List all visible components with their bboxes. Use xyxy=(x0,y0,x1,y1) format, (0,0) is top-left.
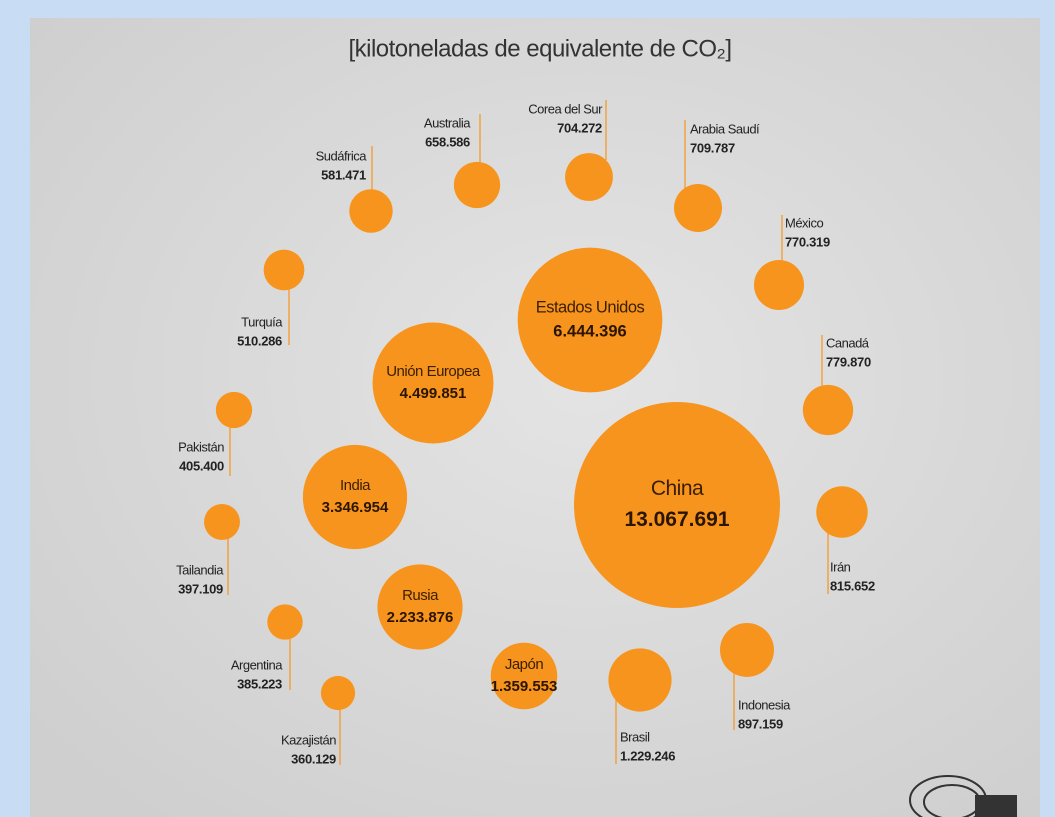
bubble-name: China xyxy=(651,477,704,500)
bubble-value: 385.223 xyxy=(237,676,282,691)
bubble-value: 4.499.851 xyxy=(400,385,467,402)
bubble-value: 581.471 xyxy=(321,167,366,182)
bubble xyxy=(372,322,494,444)
bubble xyxy=(263,249,305,291)
bubble-value: 1.359.553 xyxy=(491,678,558,695)
bubble-value: 770.319 xyxy=(785,234,830,249)
bubble-name: Tailandia xyxy=(176,562,224,577)
bubble-name: Estados Unidos xyxy=(536,298,645,316)
bubble-value: 1.229.246 xyxy=(620,748,675,763)
bubble xyxy=(215,391,253,429)
bubble-name: Turquía xyxy=(241,314,283,329)
bubble xyxy=(802,384,854,436)
bubble-name: Arabia Saudí xyxy=(690,121,760,136)
bubble xyxy=(490,642,558,710)
bubble xyxy=(720,623,774,677)
bubble xyxy=(673,183,723,233)
bubble-name: Australia xyxy=(424,115,471,130)
bubble-value: 897.159 xyxy=(738,716,783,731)
logo xyxy=(909,775,1017,817)
bubble-value: 360.129 xyxy=(291,751,336,766)
bubble-value: 658.586 xyxy=(425,134,470,149)
bubble-name: Argentina xyxy=(231,657,283,672)
bubble-name: India xyxy=(340,477,371,494)
bubble-value: 709.787 xyxy=(690,140,735,155)
bubble-name: Canadá xyxy=(826,335,870,350)
bubble xyxy=(453,161,501,209)
bubble-value: 397.109 xyxy=(178,581,223,596)
bubble-value: 2.233.876 xyxy=(387,609,454,626)
bubble-name: Pakistán xyxy=(178,439,224,454)
bubble-name: Irán xyxy=(830,559,851,574)
bubble-value: 779.870 xyxy=(826,354,871,369)
bubble-value: 510.286 xyxy=(237,333,282,348)
bubble xyxy=(320,675,356,711)
bubble xyxy=(267,604,303,640)
bubble xyxy=(608,648,672,712)
bubble-name: Unión Europea xyxy=(386,363,481,380)
bubble-name: Indonesia xyxy=(738,697,791,712)
bubble-value: 6.444.396 xyxy=(553,322,626,340)
bubble xyxy=(574,402,780,608)
bubble xyxy=(204,504,240,540)
bubble xyxy=(753,259,805,311)
bubble xyxy=(302,444,408,550)
bubble xyxy=(816,486,868,538)
bubble-value: 704.272 xyxy=(557,120,602,135)
bubble-name: Sudáfrica xyxy=(316,148,368,163)
bubble-name: Brasil xyxy=(620,729,650,744)
bubble-value: 405.400 xyxy=(179,458,224,473)
bubble-name: Japón xyxy=(505,656,544,673)
bubble-value: 13.067.691 xyxy=(624,508,729,531)
bubble xyxy=(565,153,613,201)
bubble-value: 815.652 xyxy=(830,578,875,593)
bubble xyxy=(377,564,463,650)
chart-title: [kilotoneladas de equivalente de CO₂] xyxy=(348,35,731,62)
bubble xyxy=(349,189,393,233)
bubble-name: Kazajistán xyxy=(281,732,336,747)
bubble-name: Corea del Sur xyxy=(528,101,603,116)
bubble-name: Rusia xyxy=(402,587,439,604)
bubble-name: México xyxy=(785,215,823,230)
bubble-value: 3.346.954 xyxy=(322,499,389,516)
bubble xyxy=(517,247,663,393)
